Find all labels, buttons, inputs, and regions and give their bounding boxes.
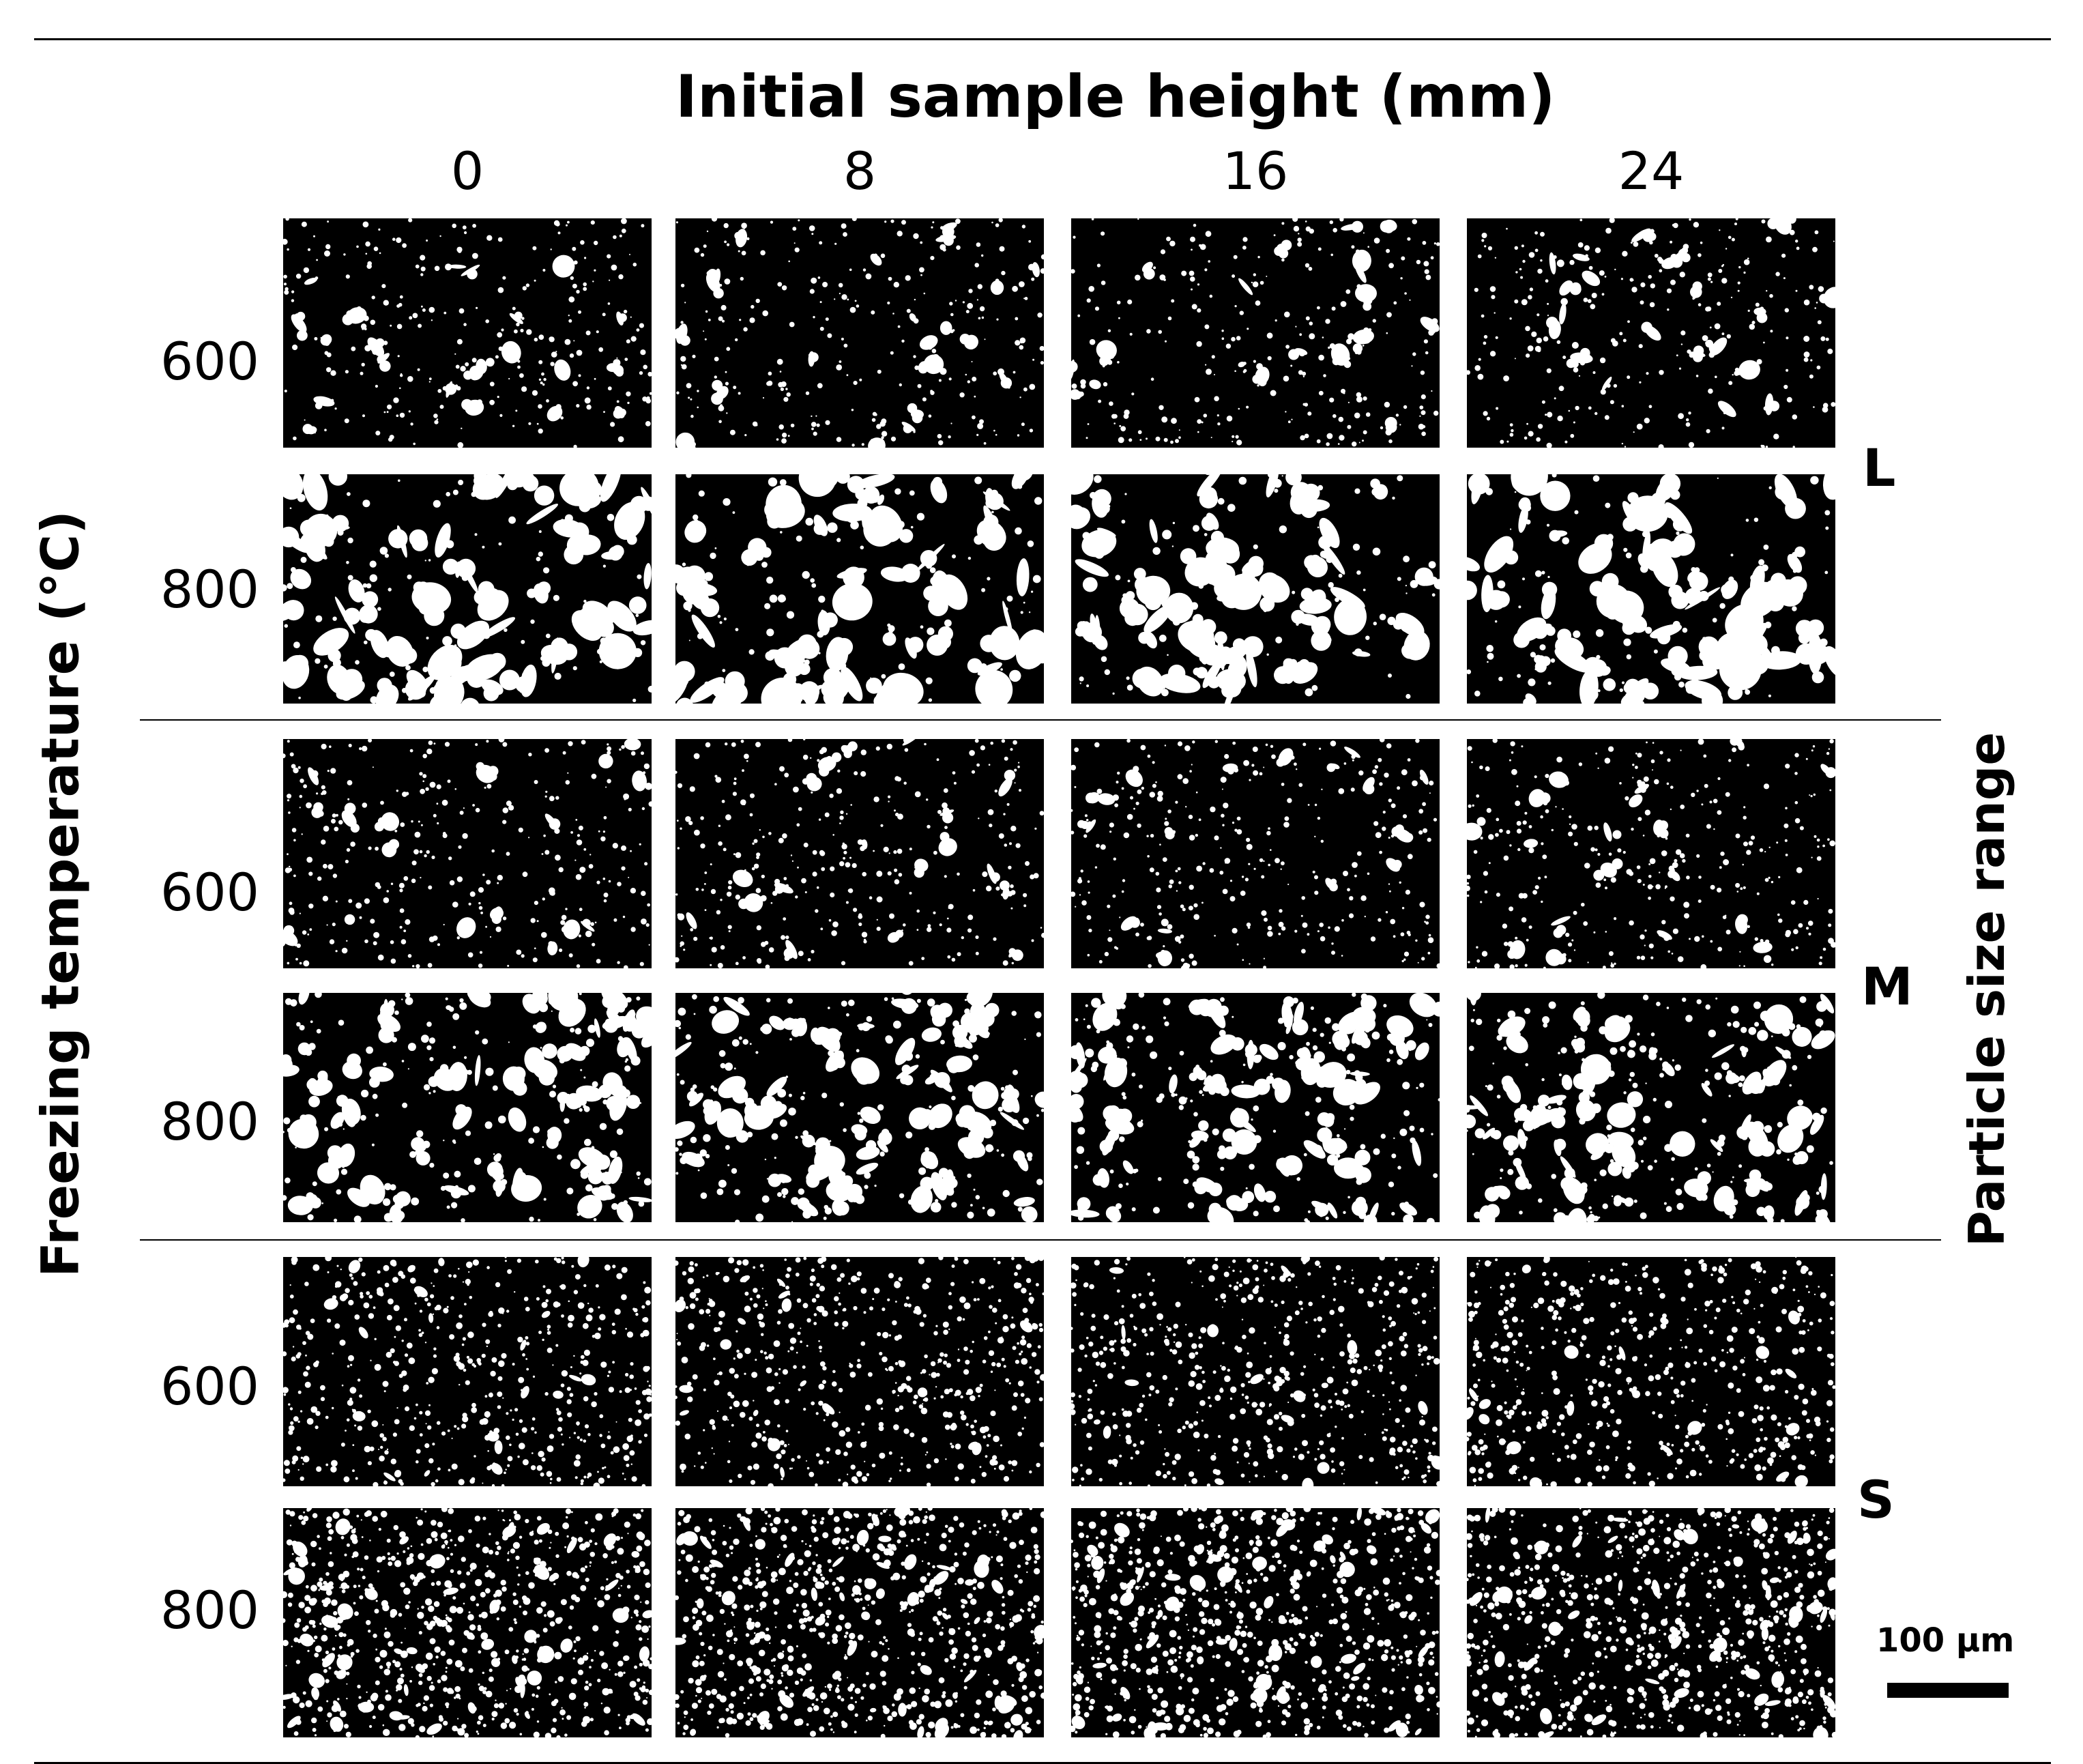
scale-bar-label: 100 µm [1876,1621,2015,1660]
micrograph-panel [1071,1508,1440,1737]
group-label-s: S [1857,1469,1895,1530]
particle-texture [675,993,1044,1222]
micrograph-panel [283,1508,652,1737]
particle-texture [283,474,652,704]
micrograph-panel [1071,1257,1440,1486]
column-label: 0 [450,141,484,201]
particle-texture [1071,993,1440,1222]
micrograph-panel [675,739,1044,968]
micrograph-panel [1467,1508,1835,1737]
particle-texture [1071,1508,1440,1737]
column-label: 8 [843,141,877,201]
micrograph-panel [283,218,652,448]
column-label: 24 [1618,141,1685,201]
particle-texture [675,218,1044,448]
micrograph-panel [675,474,1044,704]
micrograph-panel [1467,1257,1835,1486]
particle-texture [283,218,652,448]
row-label: 600 [160,1356,259,1417]
particle-texture [1467,1508,1835,1737]
particle-texture [675,1508,1044,1737]
micrograph-panel [1071,218,1440,448]
group-axis-title: Particle size range [1958,732,2015,1247]
particle-texture [1071,739,1440,968]
particle-texture [1467,993,1835,1222]
row-label: 600 [160,331,259,392]
row-label: 800 [160,1091,259,1152]
micrograph-panel [283,1257,652,1486]
row-label: 600 [160,862,259,923]
particle-texture [1071,1257,1440,1486]
micrograph-panel [675,1508,1044,1737]
bottom-rule [34,1762,2051,1764]
micrograph-panel [675,993,1044,1222]
micrograph-panel [1467,474,1835,704]
micrograph-panel [1071,739,1440,968]
micrograph-panel [1467,218,1835,448]
group-label-l: L [1863,437,1896,498]
row-axis-title: Freezing temperature (°C) [29,510,91,1277]
particle-texture [283,739,652,968]
particle-texture [675,474,1044,704]
micrograph-panel [283,993,652,1222]
micrograph-panel [283,739,652,968]
micrograph-panel [1467,993,1835,1222]
particle-texture [283,1508,652,1737]
group-divider-2 [140,1239,1941,1241]
row-label: 800 [160,1580,259,1640]
micrograph-panel [1071,993,1440,1222]
top-rule [34,38,2051,40]
micrograph-panel [675,218,1044,448]
particle-texture [283,1257,652,1486]
group-label-m: M [1861,956,1913,1017]
micrograph-panel [675,1257,1044,1486]
particle-texture [1071,474,1440,704]
column-axis-title: Initial sample height (mm) [675,63,1556,131]
particle-texture [1467,739,1835,968]
micrograph-panel [283,474,652,704]
particle-texture [675,739,1044,968]
micrograph-panel [1467,739,1835,968]
particle-texture [1467,218,1835,448]
column-label: 16 [1222,141,1289,201]
particle-texture [675,1257,1044,1486]
particle-texture [283,993,652,1222]
scale-bar [1887,1683,2009,1698]
particle-texture [1071,218,1440,447]
group-divider-1 [140,719,1941,721]
row-label: 800 [160,559,259,620]
micrograph-panel [1071,474,1440,704]
particle-texture [1467,474,1835,704]
particle-texture [1467,1257,1835,1486]
